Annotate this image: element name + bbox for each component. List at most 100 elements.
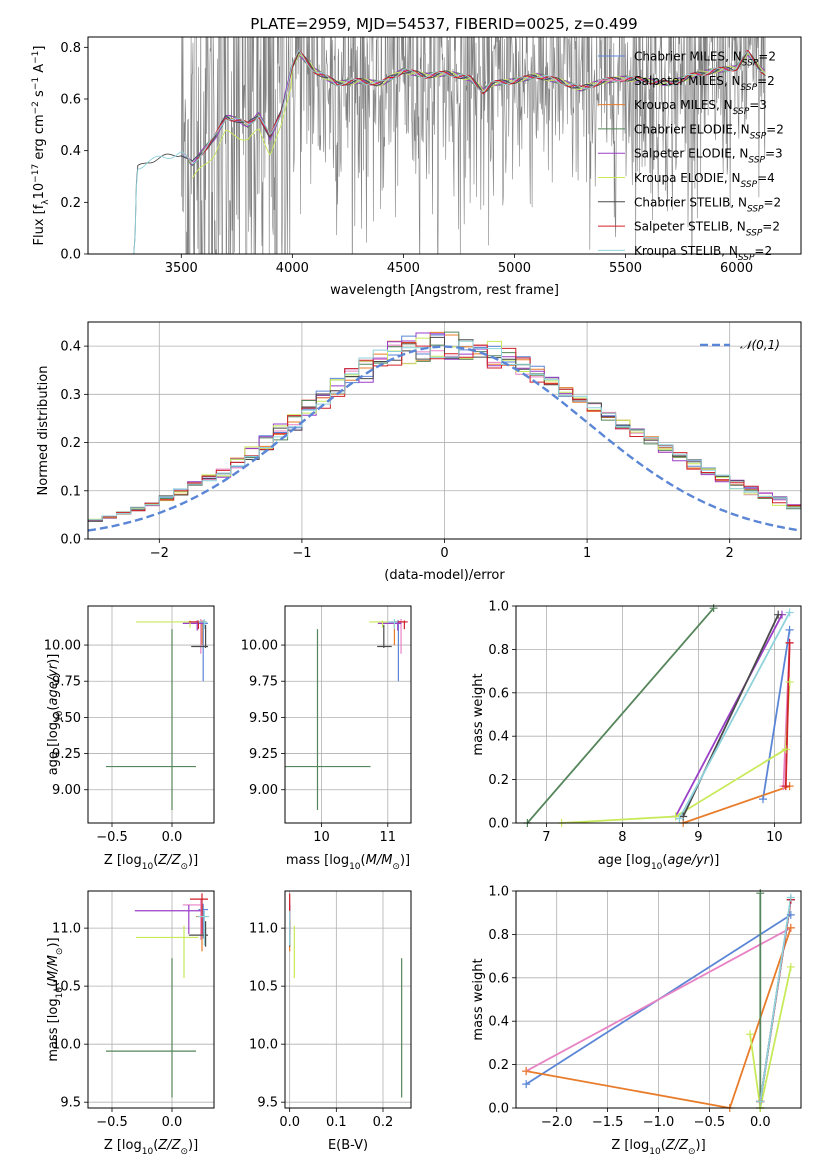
x-tick-label: 1 [583,546,591,561]
y-tick-label: 9.75 [249,675,278,690]
legend-part: SSP [746,229,763,239]
mass_vs_ebv-xlabel: E(B-V) [328,1138,368,1153]
legend-part: Kroupa ELODIE, N [634,171,741,185]
legend-part: SSP [748,156,765,166]
y-tick-label: 9.25 [52,747,81,762]
axes-frame [515,890,802,1109]
label-part: λ [41,199,51,205]
label-part: s [32,90,47,101]
panel-residuals: −2 −1 0 1 2 0.0 0.1 0.2 0.3 0.4 𝒩(0,1) (data-model)… [36,321,802,583]
y-tick-label: 0.1 [60,484,81,499]
legend-part: =2 [757,74,775,88]
weight-line-4 [674,614,783,817]
y-tick-label: 0.6 [60,93,81,108]
legend-label-0: Chabrier MILES, NSSP=2 [634,50,776,69]
y-tick-label: 1.0 [488,600,509,615]
weight-marker-7 [785,638,794,647]
legend-part: Kroupa STELIB, N [634,244,738,258]
legend-part: =2 [758,50,776,64]
x-tick-label: 11 [380,830,397,845]
axes-frame [87,605,215,824]
x-tick-label: −0.5 [96,1115,128,1130]
axes-frame [87,36,802,255]
legend-normal-label: 𝒩(0,1) [740,338,780,352]
weight-marker-5 [671,812,680,821]
plot-area-mass_weight_vs_Z [516,891,801,1108]
label-part: ( [153,853,158,868]
label-part: 10 [32,183,47,200]
y-tick-label: 10.0 [52,1038,81,1053]
legend-part: SSP [747,204,764,214]
mass_weight_vs_Z-xlabel: Z [log10(Z/Z⊙)] [611,1138,705,1157]
weight-marker-3 [756,889,765,898]
label-part: 10 [651,862,663,872]
weight-marker-2 [522,1067,531,1076]
x-tick-label: 10 [766,830,783,845]
label-part: ⊙ [55,948,65,956]
weight-marker-8 [756,1097,765,1106]
legend-part: SSP [738,253,755,263]
legend-part: SSP [733,107,750,117]
age_vs_Z-ylabel: age [log10(age/yr)] [46,654,65,776]
x-tick-label: −1.0 [643,1115,675,1130]
label-part: −1 [31,77,41,90]
mass_weight_vs_Z-ylabel: mass weight [471,958,486,1040]
x-tick-label: −1 [292,546,311,561]
mass_vs_Z-xlabel: Z [log10(Z/Z⊙)] [104,1138,198,1157]
y-tick-label: 0.4 [60,340,81,355]
weight-marker-8 [675,814,684,823]
weight-line-5 [749,966,792,1108]
legend-part: Chabrier STELIB, N [634,195,747,209]
y-tick-label: 0.0 [60,533,81,548]
label-part: mass [log [46,998,61,1061]
y-tick-label: 0.0 [60,248,81,263]
label-part: age [log [46,722,61,775]
label-part: age/yr [667,853,710,868]
label-part: ] [32,46,47,51]
weight-line-2 [526,927,792,1108]
label-part: )] [696,1138,706,1153]
model-spectrum-8 [119,49,766,254]
x-tick-label: 0.0 [162,1115,183,1130]
plot-area-mass_vs_ebv [285,891,411,1108]
label-part: )] [46,937,61,947]
weight-line-3 [526,607,715,823]
legend-part: Chabrier ELODIE, N [634,122,750,136]
legend-label-7: Salpeter STELIB, NSSP=2 [634,220,780,239]
y-tick-label: 9.50 [249,711,278,726]
legend-part: Salpeter ELODIE, N [634,147,748,161]
y-tick-label: 11.0 [249,922,278,937]
age_vs_mass-xlabel: mass [log10(M/M⊙)] [286,853,410,872]
label-part: −2 [31,101,41,114]
label-part: 10 [649,1147,661,1157]
plot-area-mass_weight_vs_age [516,606,801,823]
observed-spectrum [181,37,766,254]
figure-title: PLATE=2959, MJD=54537, FIBERID=0025, z=0… [250,15,637,33]
y-tick-label: 9.5 [60,1096,81,1111]
y-tick-label: 0.3 [60,388,81,403]
weight-marker-5 [786,962,795,971]
weight-line-8 [759,897,792,1102]
label-part: M/M [46,955,61,982]
label-part: −1 [31,51,41,64]
y-tick-label: 0.4 [60,144,81,159]
axes-frame [284,605,412,824]
label-part: )] [188,853,198,868]
y-tick-label: 9.00 [52,783,81,798]
x-tick-label: 4500 [387,261,420,276]
x-tick-label: −0.5 [694,1115,726,1130]
weight-marker-0 [522,1080,531,1089]
legend-part: =3 [749,98,767,112]
label-part: )] [188,1138,198,1153]
legend-label-6: Chabrier STELIB, NSSP=2 [634,195,781,214]
y-tick-label: 10.00 [241,639,278,654]
x-tick-label: 5500 [609,261,642,276]
label-part: ( [662,853,667,868]
label-part: ⊙ [392,862,400,872]
axes-frame [87,890,215,1109]
label-part: −17 [31,164,41,183]
label-part: 10 [55,710,65,722]
y-tick-label: 9.50 [52,711,81,726]
